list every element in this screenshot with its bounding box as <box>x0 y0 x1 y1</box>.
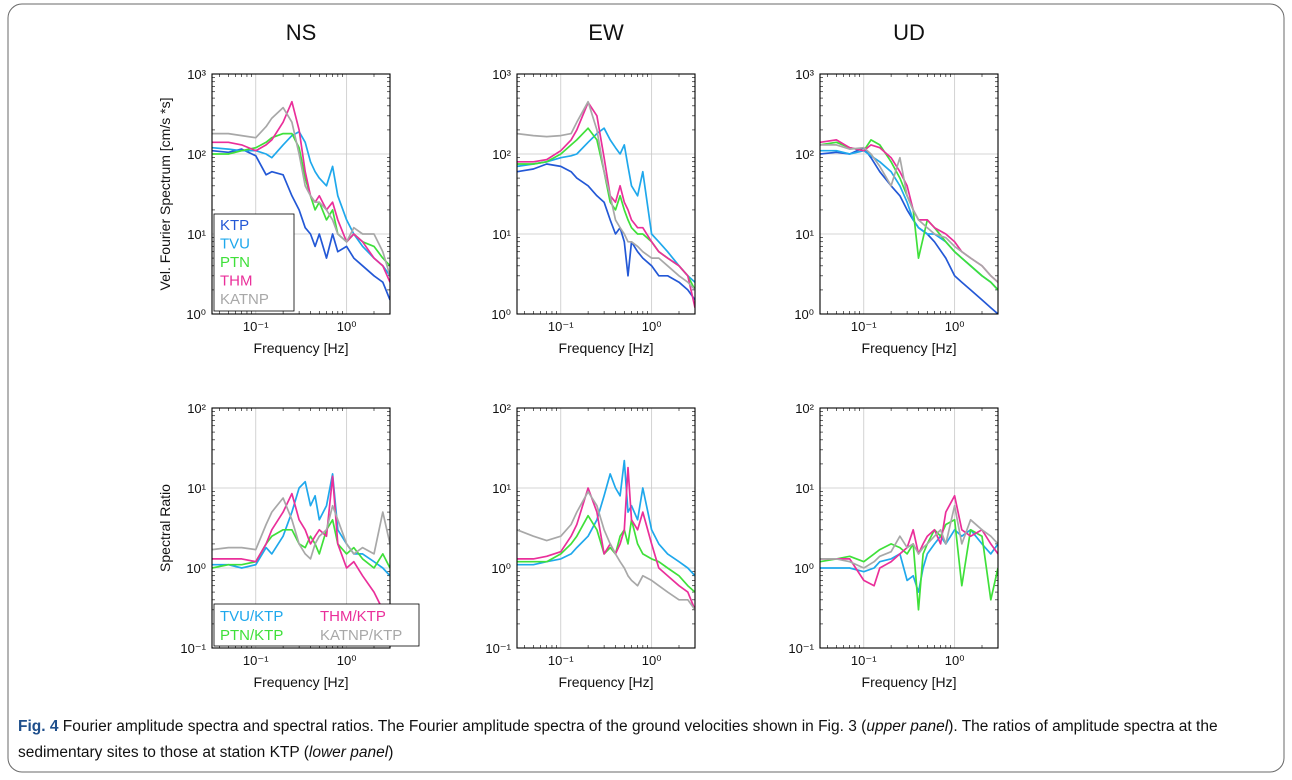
legend-entry-tvu: TVU <box>220 236 250 253</box>
legend-entry-thm: THM <box>220 273 253 290</box>
legend: TVU/KTP THM/KTP PTN/KTP KATNP/KTP <box>214 604 419 646</box>
x-tick-label: 10⁻¹ <box>548 653 574 668</box>
panel-NS-ratio: 10⁻¹ 10⁰ 10⁻¹ 10⁰ 10¹ 10² Frequency [Hz] Spectr… <box>157 401 419 690</box>
x-tick-label: 10⁰ <box>642 653 662 668</box>
legend-entry-thm-ktp: THM/KTP <box>320 608 386 625</box>
y-tick-label: 10² <box>492 401 511 416</box>
caption-label: Fig. 4 <box>18 718 58 735</box>
panel-EW-ratio: 10⁻¹ 10⁰ 10⁻¹ 10⁰ 10¹ 10² Frequency [Hz] <box>485 401 695 690</box>
y-tick-label: 10¹ <box>795 481 814 496</box>
y-tick-label: 10² <box>187 147 206 162</box>
y-tick-label: 10³ <box>187 67 206 82</box>
series-line-ktp <box>820 148 998 314</box>
legend-entry-katnp-ktp: KATNP/KTP <box>320 627 402 644</box>
series-group <box>517 102 695 308</box>
x-tick-label: 10⁻¹ <box>548 319 574 334</box>
caption-emphasis-2: lower panel <box>309 744 388 761</box>
legend-entry-tvu-ktp: TVU/KTP <box>220 608 283 625</box>
series-group <box>517 461 695 610</box>
chart-panels: 10⁻¹ 10⁰ 10⁰ 10¹ 10² 10³ Frequency [Hz] Vel. Fo… <box>157 20 998 690</box>
plot-area-border <box>517 408 695 648</box>
caption-text-3: ) <box>388 744 393 761</box>
x-axis-label: Frequency [Hz] <box>862 674 957 690</box>
series-line-thm <box>820 140 998 282</box>
x-tick-label: 10⁰ <box>642 319 662 334</box>
x-tick-label: 10⁰ <box>337 319 357 334</box>
series-group <box>820 496 998 610</box>
y-tick-label: 10¹ <box>187 481 206 496</box>
series-line-katnp-ktp <box>212 498 390 559</box>
y-tick-label: 10⁰ <box>186 307 206 322</box>
y-tick-label: 10² <box>187 401 206 416</box>
legend-entry-katnp: KATNP <box>220 291 269 308</box>
x-axis-label: Frequency [Hz] <box>862 340 957 356</box>
series-line-ptn-ktp <box>820 520 998 610</box>
y-tick-label: 10⁰ <box>794 307 814 322</box>
caption-emphasis-1: upper panel <box>866 718 948 735</box>
legend-entry-ptn: PTN <box>220 254 250 271</box>
x-axis-label: Frequency [Hz] <box>559 340 654 356</box>
legend-entry-ptn-ktp: PTN/KTP <box>220 627 283 644</box>
panel-NS-spectrum: 10⁻¹ 10⁰ 10⁰ 10¹ 10² 10³ Frequency [Hz] Vel. Fo… <box>157 20 390 356</box>
column-title-ns: NS <box>286 20 317 45</box>
series-line-ptn <box>820 140 998 290</box>
y-tick-label: 10³ <box>492 67 511 82</box>
x-tick-label: 10⁻¹ <box>243 653 269 668</box>
series-line-thm-ktp <box>212 476 390 610</box>
x-tick-label: 10⁻¹ <box>851 653 877 668</box>
y-tick-label: 10¹ <box>795 227 814 242</box>
y-tick-label: 10⁻¹ <box>180 641 206 656</box>
series-line-katnp <box>517 102 695 290</box>
y-tick-label: 10¹ <box>492 481 511 496</box>
minor-ticks <box>517 408 695 648</box>
y-tick-label: 10² <box>795 401 814 416</box>
series-line-tvu-ktp <box>517 461 695 576</box>
panel-UD-ratio: 10⁻¹ 10⁰ 10⁻¹ 10⁰ 10¹ 10² Frequency [Hz] <box>788 401 998 690</box>
x-tick-label: 10⁰ <box>945 653 965 668</box>
figure-caption: Fig. 4 Fourier amplitude spectra and spe… <box>18 714 1280 766</box>
x-tick-label: 10⁻¹ <box>851 319 877 334</box>
x-axis-label: Frequency [Hz] <box>559 674 654 690</box>
panel-UD-spectrum: 10⁻¹ 10⁰ 10⁰ 10¹ 10² 10³ Frequency [Hz] UD <box>794 20 998 356</box>
y-axis-label: Spectral Ratio <box>157 484 173 572</box>
caption-text-1: Fourier amplitude spectra and spectral r… <box>58 718 866 735</box>
series-line-thm-ktp <box>820 496 998 586</box>
series-group <box>820 140 998 314</box>
plot-area-border <box>820 408 998 648</box>
series-line-ptn-ktp <box>212 520 390 568</box>
y-tick-label: 10⁻¹ <box>485 641 511 656</box>
minor-ticks <box>820 408 998 648</box>
y-tick-label: 10⁰ <box>491 561 511 576</box>
column-title-ud: UD <box>893 20 925 45</box>
y-tick-label: 10⁻¹ <box>788 641 814 656</box>
legend-entry-ktp: KTP <box>220 217 249 234</box>
y-tick-label: 10¹ <box>187 227 206 242</box>
minor-ticks <box>517 74 695 314</box>
series-line-tvu <box>820 151 998 290</box>
x-tick-label: 10⁰ <box>337 653 357 668</box>
x-tick-label: 10⁰ <box>945 319 965 334</box>
y-tick-label: 10⁰ <box>491 307 511 322</box>
panel-EW-spectrum: 10⁻¹ 10⁰ 10⁰ 10¹ 10² 10³ Frequency [Hz] EW <box>491 20 695 356</box>
y-tick-label: 10² <box>795 147 814 162</box>
x-axis-label: Frequency [Hz] <box>254 674 349 690</box>
y-axis-label: Vel. Fourier Spectrum [cm/s *s] <box>157 98 173 291</box>
y-tick-label: 10⁰ <box>186 561 206 576</box>
plot-area-border <box>517 74 695 314</box>
y-tick-label: 10³ <box>795 67 814 82</box>
y-tick-label: 10¹ <box>492 227 511 242</box>
y-tick-label: 10² <box>492 147 511 162</box>
x-axis-label: Frequency [Hz] <box>254 340 349 356</box>
column-title-ew: EW <box>588 20 624 45</box>
y-tick-label: 10⁰ <box>794 561 814 576</box>
series-group <box>212 474 390 610</box>
x-tick-label: 10⁻¹ <box>243 319 269 334</box>
